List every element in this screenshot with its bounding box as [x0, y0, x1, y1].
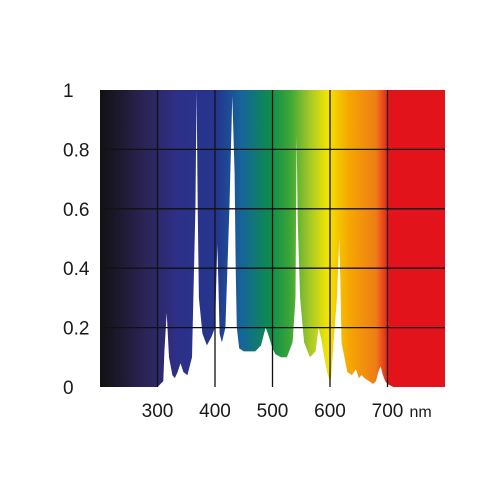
x-tick-label: 600 [314, 401, 346, 422]
y-tick-label: 0 [63, 378, 74, 399]
x-axis-ticks: 300 400 500 600 700 [142, 401, 404, 422]
x-tick-label: 300 [142, 401, 174, 422]
y-tick-label: 0.2 [63, 319, 89, 340]
y-tick-label: 0.4 [63, 259, 90, 280]
y-tick-label: 1 [63, 81, 74, 102]
y-axis-ticks: 0 0.2 0.4 0.6 0.8 1 [63, 81, 90, 399]
y-tick-label: 0.6 [63, 200, 89, 221]
y-tick-label: 0.8 [63, 140, 89, 161]
grid-lines [100, 90, 445, 387]
x-tick-label: 500 [257, 401, 289, 422]
x-axis-unit: nm [410, 404, 432, 421]
x-tick-label: 400 [199, 401, 231, 422]
x-tick-label: 700 [372, 401, 404, 422]
